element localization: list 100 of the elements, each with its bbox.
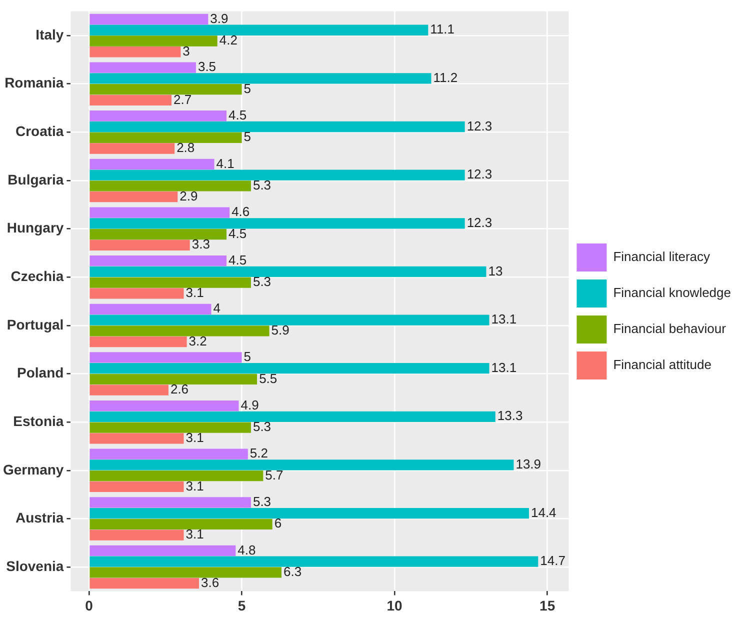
data-label: 13.1	[491, 312, 517, 327]
bar	[90, 84, 242, 95]
bar	[90, 470, 264, 482]
bar	[90, 518, 272, 530]
data-label: 3.3	[192, 236, 210, 252]
data-label: 4.5	[228, 107, 247, 122]
bar	[90, 374, 258, 385]
y-tick-label: Austria	[15, 510, 64, 526]
legend-label: Financial behaviour	[613, 321, 727, 336]
data-label: 3.1	[186, 526, 204, 542]
y-tick-label: Germany	[2, 461, 64, 478]
x-tick-label: 5	[238, 597, 246, 614]
bar	[90, 400, 239, 412]
data-label: 5	[244, 349, 252, 364]
data-label: 4.5	[228, 252, 247, 268]
data-label: 4.8	[238, 542, 256, 558]
bar	[90, 460, 514, 470]
bar	[90, 228, 227, 240]
bar	[90, 422, 251, 433]
data-label: 13.1	[491, 360, 517, 375]
data-label: 3	[182, 43, 190, 58]
data-label: 3.6	[201, 574, 220, 590]
data-label: 5.3	[252, 178, 272, 193]
bar	[90, 132, 242, 143]
data-label: 2.7	[174, 92, 192, 107]
data-label: 11.1	[430, 22, 455, 37]
data-label: 12.3	[466, 118, 492, 134]
legend-label: Financial knowledge	[613, 285, 732, 300]
data-label: 6	[274, 516, 282, 531]
data-label: 3.1	[186, 478, 204, 494]
y-tick-label: Poland	[17, 364, 64, 381]
bar	[90, 46, 181, 58]
bar	[90, 448, 248, 460]
bar	[90, 121, 465, 132]
x-tick-label: 15	[540, 597, 556, 614]
y-tick-label: Portugal	[6, 316, 64, 332]
legend-label: Financial attitude	[613, 357, 712, 372]
bar	[90, 411, 496, 422]
bar	[90, 158, 214, 170]
data-label: 3.1	[186, 285, 204, 300]
y-tick-label: Estonia	[13, 412, 64, 429]
bar	[90, 530, 184, 540]
y-tick-label: Croatia	[15, 123, 64, 140]
data-label: 4.9	[240, 397, 259, 412]
y-tick-label: Bulgaria	[8, 171, 64, 188]
bar	[90, 14, 208, 25]
data-label: 13	[488, 263, 503, 278]
data-label: 14.7	[540, 553, 566, 568]
x-tick-label: 0	[85, 597, 94, 614]
bar	[90, 288, 184, 299]
data-label: 13.3	[497, 408, 523, 424]
data-label: 5.3	[252, 419, 272, 434]
data-label: 4.6	[232, 204, 250, 220]
data-label: 12.3	[466, 166, 492, 182]
bar	[90, 567, 282, 578]
bar	[90, 326, 270, 336]
bar	[90, 36, 218, 46]
data-label: 6.3	[284, 564, 302, 580]
bar	[90, 304, 212, 314]
data-label: 5	[244, 80, 252, 96]
bar	[90, 191, 178, 202]
bar	[90, 180, 251, 192]
data-label: 4	[213, 300, 220, 316]
data-label: 5.7	[265, 467, 284, 482]
data-label: 13.9	[516, 456, 542, 472]
bar	[90, 110, 227, 122]
bar	[90, 170, 465, 180]
data-label: 5.9	[271, 322, 290, 338]
data-label: 4.5	[228, 226, 247, 241]
bar	[90, 508, 529, 519]
y-tick-label: Slovenia	[6, 558, 64, 574]
data-label: 5	[244, 129, 252, 144]
bar	[90, 24, 428, 36]
data-label: 3.9	[210, 10, 228, 26]
bar	[90, 207, 230, 218]
data-label: 2.8	[176, 140, 195, 156]
data-label: 3.1	[186, 430, 204, 445]
bar	[90, 256, 227, 266]
data-label: 5.5	[259, 370, 278, 386]
bar	[90, 62, 196, 73]
bar	[90, 481, 184, 492]
bar	[90, 384, 168, 396]
data-label: 11.2	[433, 70, 458, 86]
bar	[90, 545, 236, 556]
data-label: 4.1	[216, 156, 234, 171]
bar	[90, 578, 200, 589]
bar	[90, 240, 190, 250]
data-label: 14.4	[530, 504, 556, 520]
y-tick-label: Hungary	[6, 220, 64, 236]
data-label: 3.5	[198, 59, 216, 74]
bar	[90, 94, 172, 106]
bar	[90, 497, 251, 508]
data-label: 4.2	[219, 32, 238, 48]
data-label: 12.3	[466, 214, 492, 230]
bar	[90, 143, 175, 154]
bar	[90, 556, 538, 567]
legend-label: Financial literacy	[613, 249, 711, 264]
data-label: 2.9	[180, 188, 198, 204]
y-tick-label: Czechia	[10, 268, 64, 284]
x-tick-label: 10	[386, 597, 403, 614]
